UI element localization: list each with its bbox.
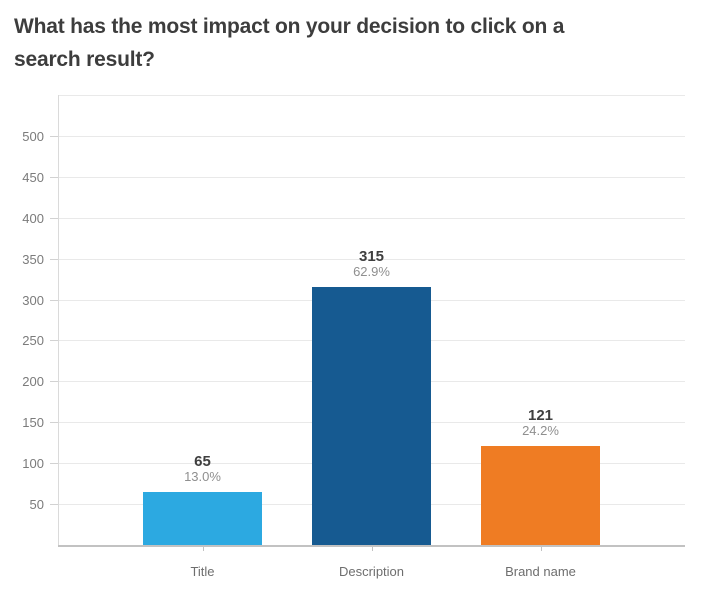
- x-axis-tick: [371, 547, 373, 551]
- y-axis-tick: [50, 422, 58, 424]
- bar-value-label-group: 65 13.0%: [123, 452, 283, 484]
- y-axis-tick: [50, 258, 58, 260]
- y-axis-tick: [50, 463, 58, 465]
- bar-brand-name: [481, 446, 600, 545]
- x-axis-label-description: Description: [338, 564, 405, 579]
- bar-percent-title: 13.0%: [184, 468, 221, 484]
- y-axis-tick: [50, 135, 58, 137]
- y-axis-label: 450: [22, 169, 44, 185]
- y-axis-tick: [50, 381, 58, 383]
- y-gridline: [58, 258, 685, 260]
- y-axis-label: 300: [22, 292, 44, 308]
- bar-value-title: 65: [194, 452, 211, 470]
- x-axis-line: [58, 545, 685, 547]
- bar-description: [312, 287, 431, 545]
- x-axis-tick: [202, 547, 204, 551]
- chart-title: What has the most impact on your decisio…: [14, 10, 654, 76]
- chart-title-line1: What has the most impact on your decisio…: [14, 15, 565, 38]
- x-axis-label-brand-name: Brand name: [505, 564, 576, 579]
- y-axis-label: 250: [22, 333, 44, 349]
- y-axis-tick: [50, 176, 58, 178]
- bar-title: [143, 491, 262, 545]
- y-axis-tick: [50, 340, 58, 342]
- bar-value-label-group: 121 24.2%: [461, 408, 621, 438]
- y-axis-label: 50: [29, 497, 44, 513]
- bar-value-brand-name: 121: [527, 407, 554, 424]
- y-axis-line: [58, 95, 59, 545]
- y-axis-tick: [50, 504, 58, 506]
- bar-percent-brand-name: 24.2%: [522, 423, 559, 438]
- y-axis-label: 100: [22, 456, 44, 472]
- x-axis-tick: [540, 547, 542, 551]
- x-axis-label-title: Title: [190, 564, 215, 579]
- bar-value-label-group: 315 62.9%: [292, 249, 452, 279]
- y-gridline: [58, 135, 685, 137]
- y-axis-tick: [50, 299, 58, 301]
- y-axis-label: 150: [22, 415, 44, 431]
- y-axis-label: 400: [22, 210, 44, 226]
- y-axis-label: 200: [22, 374, 44, 390]
- chart-title-line2: search result?: [14, 48, 155, 71]
- bar-value-description: 315: [358, 248, 385, 266]
- plot-top-border: [58, 95, 685, 96]
- y-gridline: [58, 176, 685, 178]
- y-axis-label: 350: [22, 251, 44, 267]
- y-gridline: [58, 217, 685, 219]
- y-axis-tick: [50, 217, 58, 219]
- y-axis-label: 500: [22, 128, 44, 144]
- bar-percent-description: 62.9%: [353, 264, 390, 280]
